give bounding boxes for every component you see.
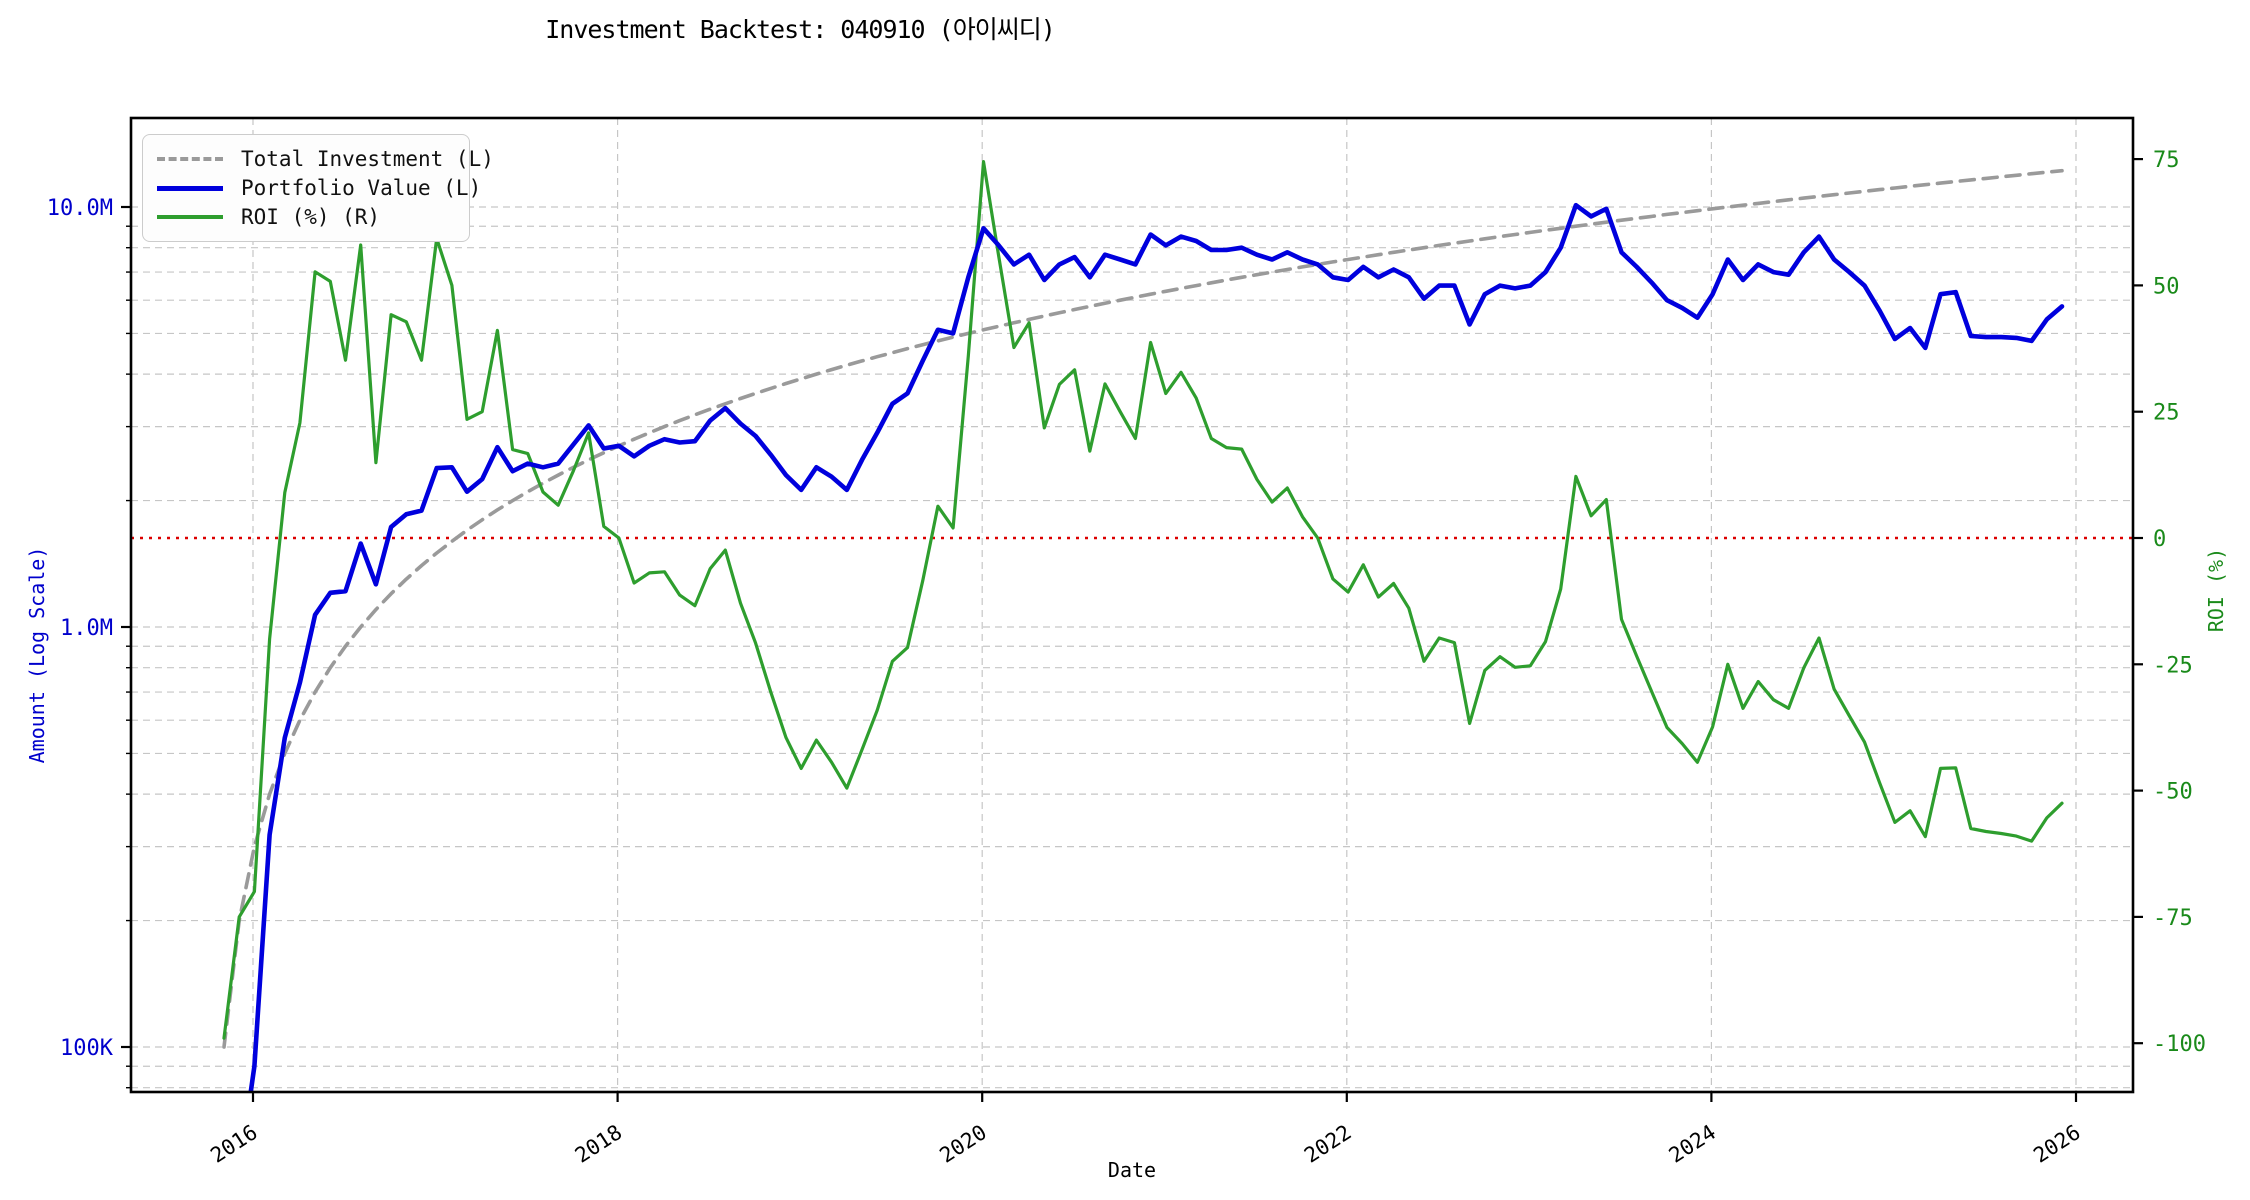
svg-text:25: 25: [2153, 401, 2180, 426]
svg-text:50: 50: [2153, 274, 2180, 299]
svg-text:-100: -100: [2153, 1032, 2206, 1057]
svg-text:2026: 2026: [2029, 1120, 2084, 1168]
legend-label: Portfolio Value (L): [241, 176, 482, 200]
svg-text:2016: 2016: [206, 1120, 261, 1168]
solid-green-line-swatch-icon: [157, 214, 223, 219]
legend-label: ROI (%) (R): [241, 204, 381, 229]
left-y-axis-label: Amount (Log Scale): [25, 546, 49, 764]
svg-text:10.0M: 10.0M: [47, 196, 113, 221]
legend: Total Investment (L) Portfolio Value (L)…: [142, 134, 494, 242]
legend-item-total-investment: Total Investment (L): [157, 145, 494, 174]
solid-blue-line-swatch-icon: [157, 185, 223, 191]
svg-text:2022: 2022: [1300, 1120, 1355, 1168]
svg-text:2020: 2020: [935, 1120, 990, 1168]
legend-label: Total Investment (L): [241, 147, 494, 172]
svg-text:1.0M: 1.0M: [60, 616, 113, 641]
x-axis-label: Date: [1107, 1158, 1157, 1182]
svg-text:-25: -25: [2153, 653, 2193, 678]
svg-text:-75: -75: [2153, 906, 2193, 931]
svg-text:75: 75: [2153, 148, 2180, 173]
legend-item-portfolio-value: Portfolio Value (L): [157, 174, 481, 203]
svg-text:0: 0: [2153, 527, 2166, 552]
dashed-line-swatch-icon: [157, 157, 223, 162]
svg-text:2024: 2024: [1665, 1120, 1720, 1168]
gridlines: [131, 118, 2133, 1092]
data-lines: [131, 160, 2133, 1092]
svg-text:2018: 2018: [571, 1120, 626, 1168]
svg-text:-50: -50: [2153, 780, 2193, 805]
chart-title: Investment Backtest: 040910 (아이씨디): [545, 15, 1056, 44]
legend-item-roi: ROI (%) (R): [157, 202, 455, 231]
svg-text:100K: 100K: [60, 1036, 114, 1061]
right-y-axis-label: ROI (%): [2204, 547, 2228, 633]
